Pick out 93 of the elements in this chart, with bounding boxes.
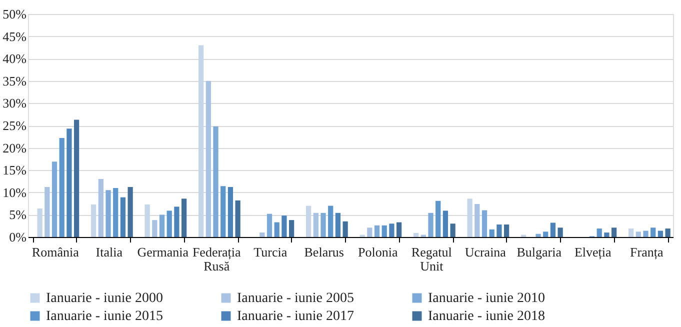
bar (328, 206, 334, 237)
bar (658, 230, 664, 237)
x-tick-label: Italia (96, 244, 123, 260)
bar (74, 120, 80, 237)
bar (90, 204, 96, 237)
x-tick-label: Belarus (304, 244, 344, 260)
legend-label: Ianuarie - iunie 2005 (237, 291, 354, 306)
bar (320, 212, 326, 237)
y-tick-label: 30% (2, 96, 27, 111)
bar (665, 228, 670, 237)
bar (550, 222, 556, 237)
bar (374, 225, 380, 237)
bar (52, 162, 58, 237)
bar (382, 225, 387, 237)
bar (106, 190, 111, 237)
bar (128, 187, 133, 237)
bar (504, 224, 510, 237)
x-tick-label: Franța (630, 244, 664, 260)
bar (335, 212, 341, 237)
legend-label: Ianuarie - iunie 2000 (46, 291, 164, 306)
x-tick-label: Elveția (574, 244, 612, 260)
x-tick-label: Ucraina (464, 244, 506, 260)
bar (66, 128, 72, 237)
bar (98, 179, 104, 237)
y-tick-label: 50% (2, 6, 27, 22)
bar (220, 186, 226, 237)
x-tick-label: Germania (137, 244, 189, 260)
bar (413, 232, 419, 237)
y-tick-label: 10% (2, 184, 27, 200)
bar (44, 187, 50, 237)
y-tick-label: 0% (9, 230, 27, 244)
bar (467, 198, 472, 237)
bar (159, 214, 165, 237)
bar (636, 232, 641, 237)
y-tick-label: 20% (2, 140, 27, 156)
bar (396, 222, 402, 237)
bar (206, 80, 211, 237)
y-tick-label: 5% (9, 207, 27, 222)
bar (342, 221, 348, 237)
bar (37, 208, 42, 237)
bar (274, 222, 280, 237)
x-tick-label: Federația Rusă (192, 244, 242, 274)
bar (496, 224, 502, 237)
bar (174, 206, 180, 237)
x-tick-label: Polonia (358, 244, 398, 260)
x-tick-label: România (32, 244, 80, 260)
y-tick-label: 40% (2, 51, 27, 66)
bar (474, 204, 480, 237)
bar (558, 228, 563, 237)
bar (306, 206, 312, 237)
bar (313, 212, 318, 237)
bar (198, 45, 204, 237)
bar (650, 228, 656, 237)
bar (450, 224, 456, 237)
bar (288, 220, 294, 237)
bar (113, 188, 118, 237)
legend-label: Ianuarie - iunie 2010 (428, 291, 546, 306)
y-tick-label: 25% (2, 118, 27, 133)
bar (482, 210, 488, 237)
x-tick-label: Turcia (254, 244, 288, 260)
bar (228, 187, 234, 237)
bar (604, 232, 610, 237)
bar (282, 216, 287, 237)
bar (536, 234, 541, 237)
bar (367, 228, 372, 237)
x-tick-label: Regatul Unit (411, 244, 452, 274)
bar (611, 228, 617, 237)
bar (166, 210, 172, 237)
bar (181, 198, 187, 237)
legend-label: Ianuarie - iunie 2018 (428, 309, 546, 324)
bar (260, 232, 265, 237)
bar (266, 214, 272, 237)
legend-label: Ianuarie - iunie 2017 (237, 309, 354, 324)
bar (436, 200, 441, 237)
y-tick-label: 35% (2, 73, 27, 88)
y-tick-label: 15% (2, 162, 27, 178)
bar (389, 224, 394, 237)
bar (596, 228, 602, 237)
bar (442, 210, 448, 237)
x-tick-label: Bulgaria (516, 244, 562, 260)
bar (628, 228, 634, 237)
bar (543, 232, 548, 237)
bar (152, 220, 158, 237)
bar (428, 212, 434, 237)
bar (120, 197, 126, 237)
legend-label: Ianuarie - iunie 2015 (46, 309, 164, 324)
bar (235, 200, 240, 237)
bar (643, 230, 648, 237)
y-tick-label: 45% (2, 28, 27, 44)
bar (213, 126, 218, 237)
bar (144, 204, 150, 237)
bar (489, 229, 494, 237)
bar (59, 138, 64, 237)
